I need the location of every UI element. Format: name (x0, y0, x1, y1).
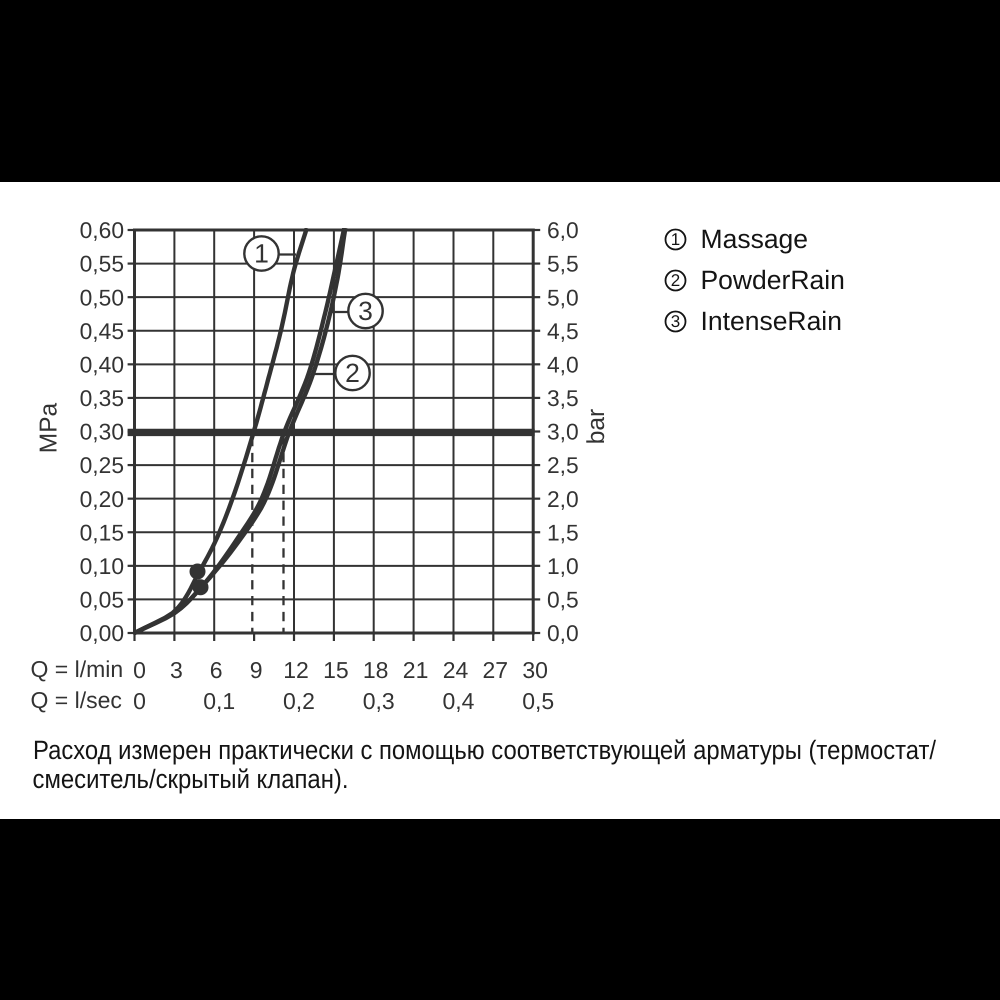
svg-text:6: 6 (210, 657, 223, 683)
svg-text:IntenseRain: IntenseRain (701, 306, 842, 336)
svg-text:5,0: 5,0 (547, 284, 579, 310)
svg-text:4,0: 4,0 (547, 351, 579, 377)
svg-text:0,1: 0,1 (203, 688, 235, 714)
svg-text:2: 2 (671, 271, 680, 290)
svg-text:0,20: 0,20 (80, 486, 124, 512)
svg-text:0,0: 0,0 (547, 620, 579, 646)
svg-text:3: 3 (170, 657, 183, 683)
svg-text:0,3: 0,3 (363, 688, 395, 714)
svg-text:4,5: 4,5 (547, 318, 579, 344)
svg-text:bar: bar (583, 409, 610, 444)
svg-text:0,5: 0,5 (522, 688, 554, 714)
svg-text:21: 21 (403, 657, 429, 683)
svg-text:1: 1 (671, 230, 680, 249)
svg-text:0,45: 0,45 (80, 318, 124, 344)
svg-text:0,05: 0,05 (80, 587, 124, 613)
svg-text:0,2: 0,2 (283, 688, 315, 714)
svg-text:24: 24 (443, 657, 469, 683)
svg-text:Q = l/sec: Q = l/sec (31, 687, 122, 713)
svg-text:3: 3 (358, 296, 373, 326)
svg-text:6,0: 6,0 (547, 217, 579, 243)
svg-text:2,5: 2,5 (547, 452, 579, 478)
svg-text:Massage: Massage (701, 224, 809, 254)
svg-text:0,15: 0,15 (80, 519, 124, 545)
svg-text:12: 12 (283, 657, 309, 683)
svg-text:0,25: 0,25 (80, 452, 124, 478)
svg-text:0,30: 0,30 (80, 419, 124, 445)
svg-text:18: 18 (363, 657, 389, 683)
svg-text:30: 30 (522, 657, 548, 683)
svg-text:1: 1 (254, 239, 269, 269)
svg-text:MPa: MPa (36, 402, 63, 453)
svg-text:0: 0 (133, 688, 146, 714)
svg-text:1,5: 1,5 (547, 519, 579, 545)
svg-text:9: 9 (250, 657, 263, 683)
svg-text:1,0: 1,0 (547, 553, 579, 579)
svg-text:2: 2 (345, 358, 360, 388)
svg-text:0,5: 0,5 (547, 587, 579, 613)
svg-text:0,00: 0,00 (80, 620, 124, 646)
svg-text:0,50: 0,50 (80, 284, 124, 310)
svg-text:0,4: 0,4 (443, 688, 475, 714)
svg-text:3,0: 3,0 (547, 419, 579, 445)
svg-text:2,0: 2,0 (547, 486, 579, 512)
svg-text:0,10: 0,10 (80, 553, 124, 579)
svg-text:PowderRain: PowderRain (701, 265, 845, 295)
svg-text:5,5: 5,5 (547, 251, 579, 277)
svg-text:0,60: 0,60 (80, 217, 124, 243)
svg-text:Расход измерен практически с п: Расход измерен практически с помощью соо… (33, 735, 937, 765)
svg-text:27: 27 (483, 657, 509, 683)
svg-text:смеситель/скрытый клапан).: смеситель/скрытый клапан). (33, 764, 349, 794)
svg-text:0,40: 0,40 (80, 351, 124, 377)
svg-text:Q = l/min: Q = l/min (31, 656, 124, 682)
svg-text:0,35: 0,35 (80, 385, 124, 411)
svg-text:3: 3 (671, 312, 680, 331)
svg-text:0: 0 (133, 657, 146, 683)
svg-text:3,5: 3,5 (547, 385, 579, 411)
svg-text:0,55: 0,55 (80, 251, 124, 277)
svg-text:15: 15 (323, 657, 349, 683)
